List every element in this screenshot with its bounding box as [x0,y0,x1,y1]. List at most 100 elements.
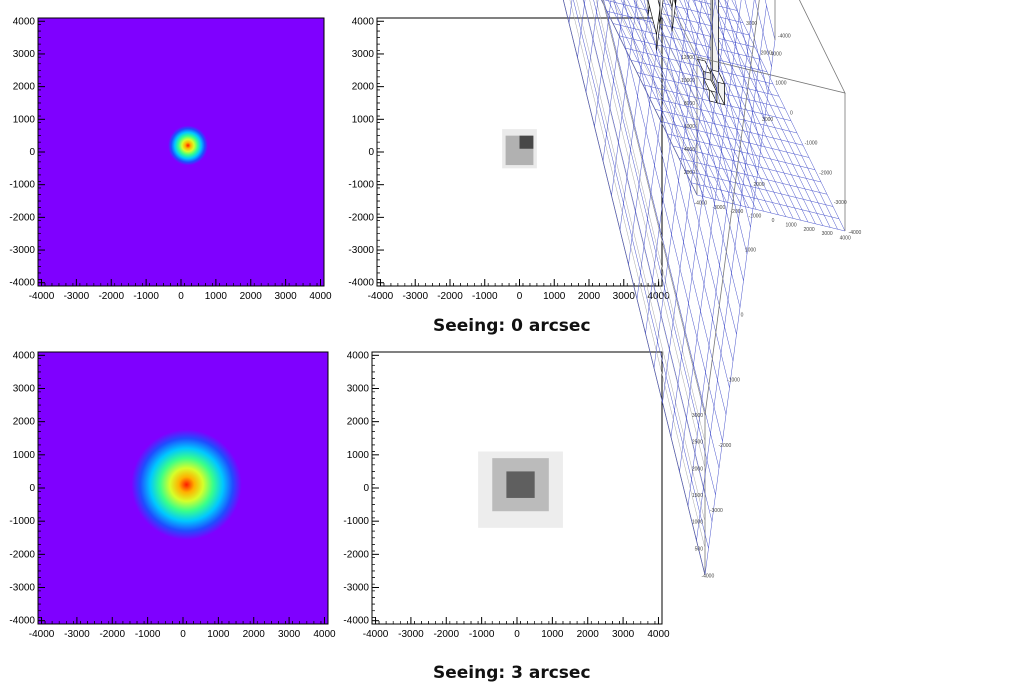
lego-1-xtick-label: -4000 [701,573,714,579]
lego-0-bar [710,0,719,93]
scatter-0-xtick-label: -1000 [472,291,498,302]
scatter-1-xtick-label: 4000 [647,629,670,640]
lego-1-ztick-label: 2000 [692,466,703,472]
lego-1-top-edge [704,0,760,416]
lego-0-ytick-label: -1000 [805,140,818,146]
lego-1-floor-gridline [619,0,651,231]
lego-0-floor-gridline [725,0,838,230]
lego-0-ytick-label: 0 [790,111,793,117]
lego-0-ztick-label: 12000 [681,55,695,61]
lego-1-bar [659,0,664,24]
lego-1-ztick-label: 2500 [692,440,703,446]
scatter-0-ytick-label: -4000 [348,278,374,289]
lego-1-wall-gridline [582,0,706,496]
heatmap-0-ytick-label: 2000 [13,82,36,93]
lego-1-wall-gridline [569,0,706,549]
lego-1-floor-gridline [714,0,758,174]
lego-1-bar-front [659,0,664,24]
lego-1-ytick-label: -4000 [778,34,791,40]
scatter-0-xtick-label: 3000 [613,291,636,302]
heatmap-0-xtick-label: -1000 [133,291,159,302]
heatmap-1-ytick-label: 3000 [13,383,36,394]
scatter-1-ytick-label: -2000 [343,549,369,560]
scatter-1-density-box [478,451,563,528]
lego-0-xtick-label: -1000 [749,214,762,220]
heatmap-1-xtick-label: -3000 [64,629,90,640]
scatter-1-ytick-label: 1000 [347,450,370,461]
lego-0-floor-gridline [718,0,831,228]
heatmap-1-ytick-label: -1000 [9,516,35,527]
scatter-1-ytick-label: 4000 [347,350,370,361]
heatmap-0-xtick-label: -3000 [64,291,90,302]
heatmap-0-xtick-label: -2000 [98,291,124,302]
scatter-0-xtick-label: 4000 [647,291,670,302]
lego-0-ytick-label: 2000 [761,51,772,57]
heatmap-0-ytick-label: 1000 [13,114,36,125]
lego-0-ytick-label: -4000 [849,230,862,236]
lego-1-floor-gridline [724,0,762,148]
lego-1-floor-gridline [663,0,741,308]
heatmap-1-psf-spot [131,429,242,540]
heatmap-1-xtick-label: 1000 [207,629,230,640]
lego-1-ztick-label: 500 [695,546,704,552]
scatter-0-xtick-label: 0 [517,291,523,302]
scatter-0-xtick-label: -2000 [437,291,463,302]
heatmap-1-xtick-label: 2000 [243,629,266,640]
lego-0-bar-top [703,77,718,93]
heatmap-1-ytick-label: 1000 [13,450,36,461]
scatter-1-xtick-label: 2000 [577,629,600,640]
lego-0-ztick-label: 6000 [684,124,695,130]
heatmap-0-ytick-label: -4000 [9,278,35,289]
scatter-1-xtick-label: -4000 [363,629,389,640]
lego-1-bar [675,0,677,5]
lego-0-floor-gridline [612,23,762,60]
scatter-0-background [377,18,662,286]
heatmap-1-xtick-label: -1000 [135,629,161,640]
heatmap-0-xtick-label: 4000 [309,291,332,302]
scatter-0-ytick-label: 4000 [352,16,375,27]
heatmap-1-ytick-label: 0 [29,483,35,494]
lego-1-wall-gridline [589,0,706,469]
lego-0-floor-gridline [606,11,756,48]
heatmap-1-xtick-label: 4000 [313,629,336,640]
lego-0-bar-top [710,69,725,85]
heatmap-1-xtick-label: -2000 [99,629,125,640]
lego-0-ztick-label: 8000 [684,101,695,107]
lego-0-wall-gridline [612,0,698,173]
lego-0-xtick-label: -4000 [694,200,707,206]
lego-1-ztick-label: 1500 [692,493,703,499]
heatmap-1-ytick-label: -4000 [9,616,35,627]
lego-1-floor-gridline [684,0,748,255]
lego-0-ytick-label: 1000 [775,81,786,87]
heatmap-1-ytick-label: 2000 [13,417,36,428]
lego-1-floor-gridline [585,0,599,93]
heatmap-0-ytick-label: 4000 [13,16,36,27]
scatter-1-ytick-label: -3000 [343,583,369,594]
lego-0-floor-gridline [679,0,787,217]
lego-1-ztick-label: 3000 [692,413,703,419]
lego-0-xtick-label: 3000 [822,231,833,237]
scatter-0-xtick-label: 2000 [578,291,601,302]
lego-0-floor-gridline [698,0,809,223]
scatter-1-xtick-label: -1000 [469,629,495,640]
scatter-1-xtick-label: 0 [514,629,520,640]
heatmap-1-ytick-label: -2000 [9,549,35,560]
scatter-0-ytick-label: -1000 [348,180,374,191]
lego-1-xtick-label: 2000 [754,182,765,188]
lego-1-floor-gridline [653,0,737,335]
lego-1-floor-gridline [594,0,612,127]
heatmap-1-ytick-label: -3000 [9,583,35,594]
heatmap-0-ytick-label: 3000 [13,49,36,60]
scatter-1-ytick-label: -4000 [343,616,369,627]
scatter-0-ytick-label: 2000 [352,82,375,93]
scatter-1-density-box [506,471,535,498]
lego-1-floor-gridline [611,0,638,196]
scatter-1-xtick-label: 1000 [541,629,564,640]
lego-0-floor-gridline [731,0,846,232]
lego-1-xtick-label: 4000 [771,52,782,58]
lego-0-ztick-label: 10000 [681,78,695,84]
scatter-0-xtick-label: -3000 [402,291,428,302]
lego-0-bar [710,69,725,105]
heatmap-0-ytick-label: 0 [29,147,35,158]
lego-0-wall-gridline [623,0,698,150]
